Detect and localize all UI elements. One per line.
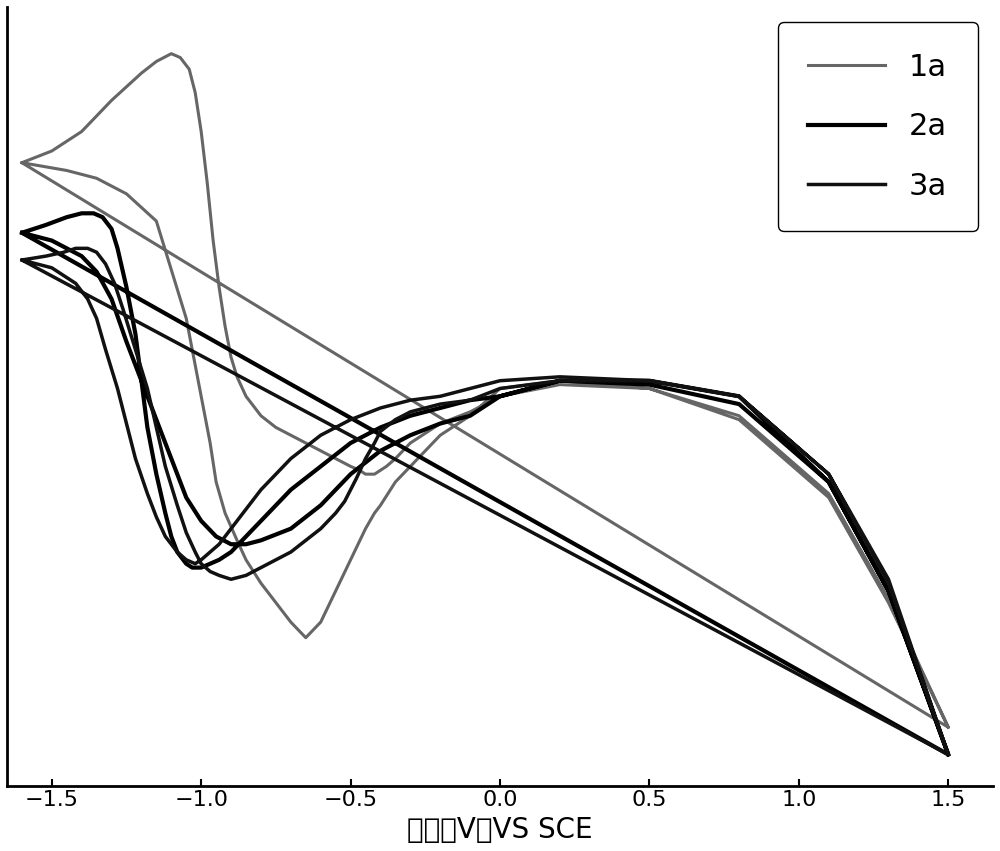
2a <box>942 750 954 760</box>
Line: 2a: 2a <box>22 214 948 755</box>
Line: 1a: 1a <box>22 54 948 728</box>
3a <box>285 454 297 464</box>
1a <box>315 617 327 627</box>
2a <box>120 337 132 347</box>
3a <box>240 504 252 514</box>
3a <box>823 469 835 479</box>
3a <box>300 535 312 545</box>
1a <box>942 722 954 733</box>
1a <box>942 722 954 733</box>
Legend: 1a, 2a, 3a: 1a, 2a, 3a <box>778 22 978 231</box>
2a <box>165 454 177 464</box>
1a <box>554 380 566 390</box>
2a <box>882 585 894 596</box>
3a <box>942 750 954 760</box>
Line: 3a: 3a <box>22 248 948 755</box>
X-axis label: 电势（V）VS SCE: 电势（V）VS SCE <box>407 816 593 844</box>
2a <box>76 208 88 219</box>
1a <box>195 127 207 137</box>
2a <box>16 228 28 238</box>
1a <box>189 88 201 98</box>
1a <box>165 49 177 59</box>
2a <box>61 212 73 222</box>
3a <box>16 255 28 266</box>
3a <box>159 461 171 471</box>
3a <box>70 243 82 254</box>
3a <box>733 391 745 402</box>
1a <box>300 632 312 643</box>
1a <box>16 157 28 168</box>
3a <box>942 750 954 760</box>
1a <box>434 430 446 440</box>
2a <box>255 516 267 526</box>
2a <box>643 380 655 390</box>
2a <box>942 750 954 760</box>
